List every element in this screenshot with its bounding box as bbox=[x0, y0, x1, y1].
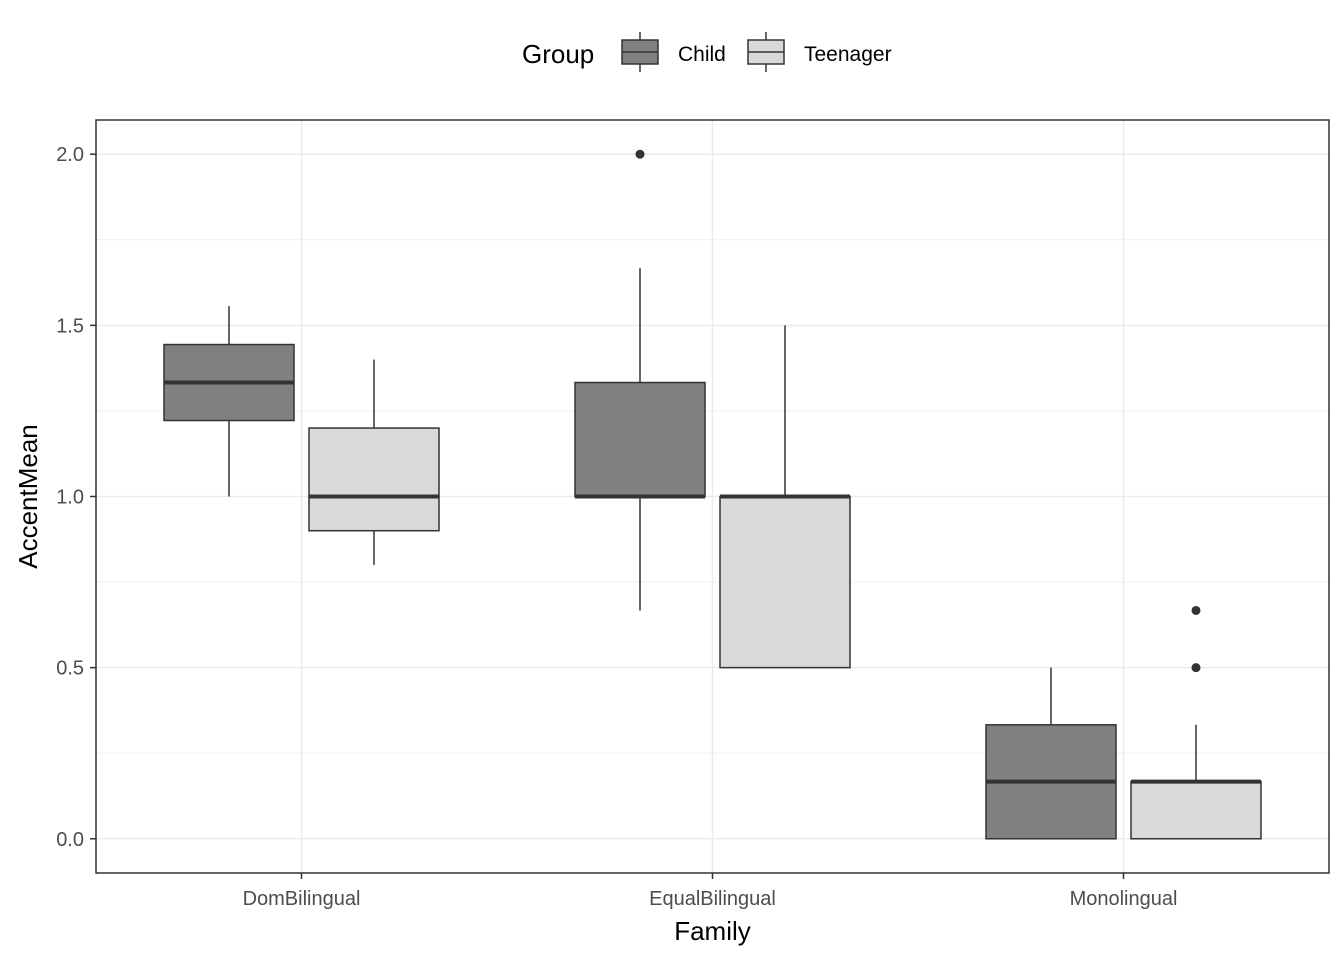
x-tick-label: EqualBilingual bbox=[649, 888, 776, 910]
box-body bbox=[719, 495, 851, 669]
box-teenager-equalbilingual bbox=[719, 325, 851, 669]
outlier-point bbox=[1191, 663, 1201, 673]
x-axis-title: Family bbox=[674, 916, 751, 946]
legend-key-child bbox=[621, 32, 659, 72]
legend-title: Group bbox=[522, 39, 594, 69]
x-axis: DomBilingual EqualBilingual Monolingual bbox=[243, 873, 1178, 910]
box-child-dombilingual bbox=[163, 306, 295, 497]
y-tick-label: 2.0 bbox=[56, 144, 84, 166]
box-body bbox=[308, 427, 440, 532]
plot-panel bbox=[95, 119, 1330, 874]
box-body bbox=[574, 381, 706, 498]
y-tick-label: 1.5 bbox=[56, 315, 84, 337]
box-body bbox=[1130, 780, 1262, 840]
y-tick-label: 0.0 bbox=[56, 829, 84, 851]
y-tick-label: 0.5 bbox=[56, 658, 84, 680]
y-axis-title: AccentMean bbox=[13, 424, 43, 569]
box-teenager-dombilingual bbox=[308, 359, 440, 565]
y-axis: 0.0 0.5 1.0 1.5 2.0 bbox=[56, 144, 96, 851]
legend-label: Child bbox=[678, 43, 726, 66]
x-tick-label: DomBilingual bbox=[243, 888, 361, 910]
x-tick-label: Monolingual bbox=[1070, 888, 1178, 910]
legend-key-teenager bbox=[747, 32, 785, 72]
legend: Group Child Teenager bbox=[522, 32, 892, 72]
y-tick-label: 1.0 bbox=[56, 487, 84, 509]
box-child-equalbilingual bbox=[574, 149, 706, 611]
outlier-point bbox=[1191, 605, 1201, 615]
box-child-monolingual bbox=[985, 667, 1117, 840]
legend-label: Teenager bbox=[804, 43, 892, 66]
box-teenager-monolingual bbox=[1130, 605, 1262, 840]
outlier-point bbox=[635, 149, 645, 159]
